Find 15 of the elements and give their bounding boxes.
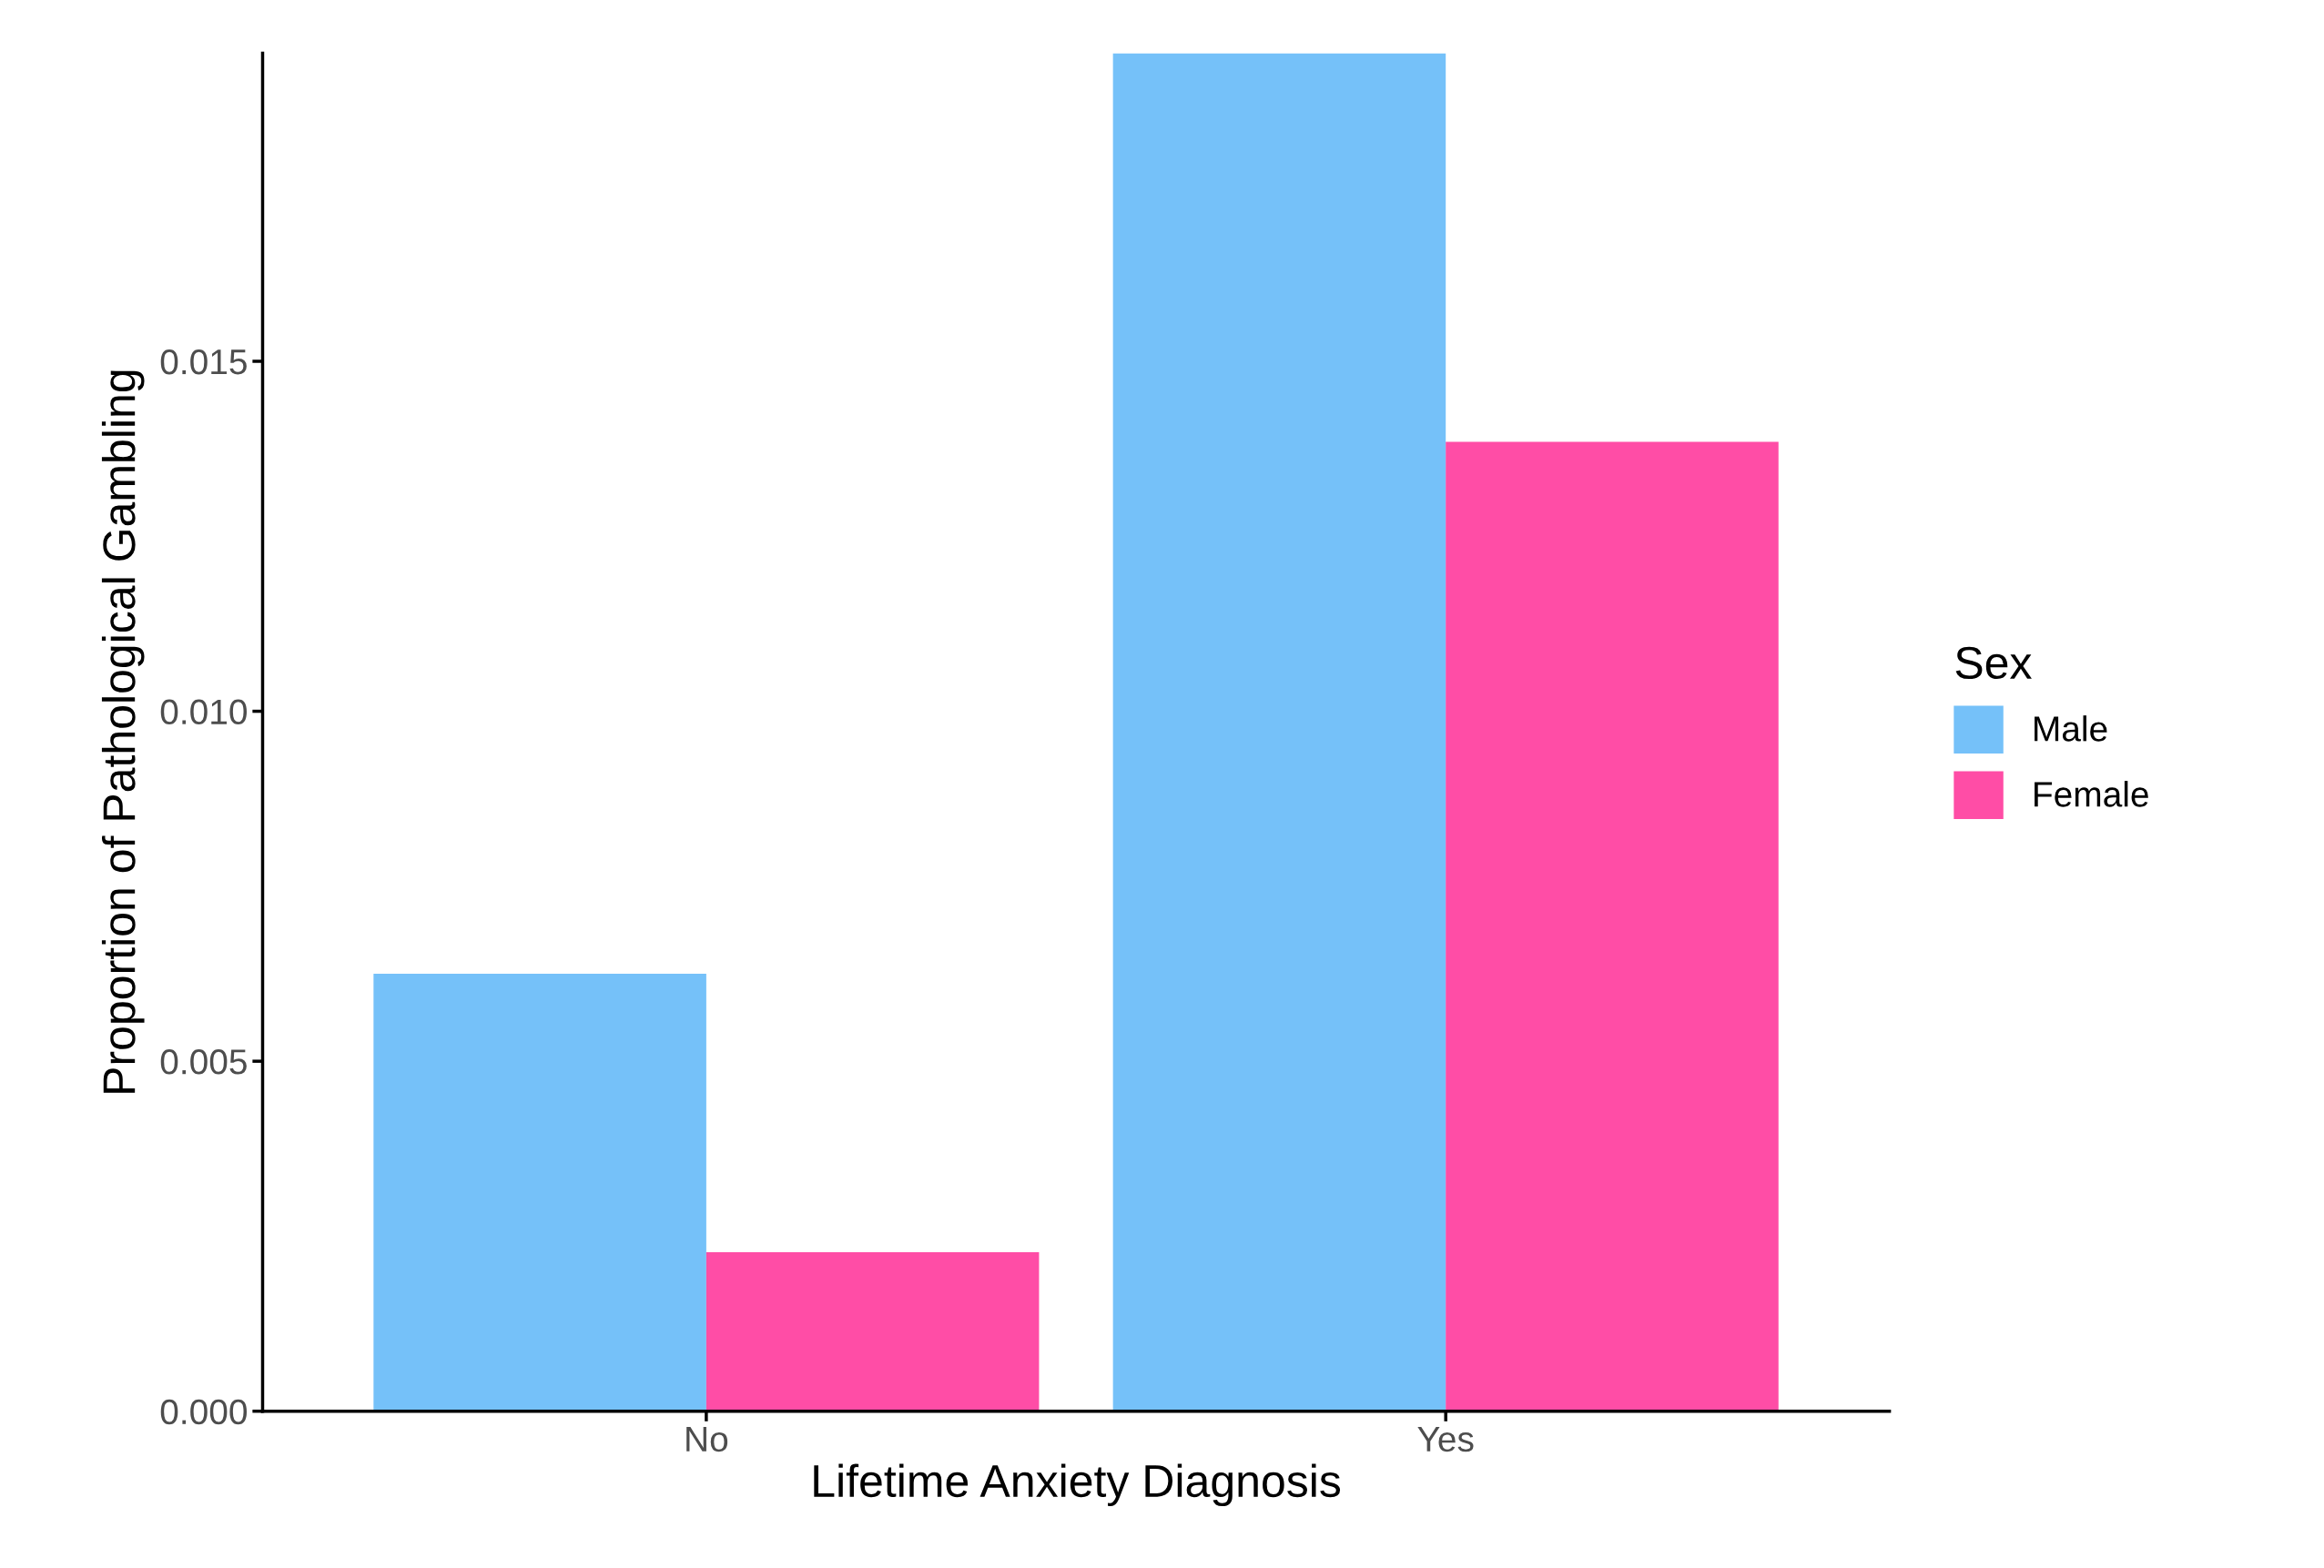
legend-label: Male	[2035, 715, 2107, 742]
x-tick-label: No	[686, 1427, 728, 1452]
bar	[373, 973, 706, 1411]
y-tick-label: 0.000	[160, 1399, 248, 1425]
bar	[1446, 441, 1779, 1411]
y-tick-label: 0.010	[160, 699, 248, 725]
bar	[1112, 53, 1446, 1411]
legend-label: Female	[2035, 781, 2148, 807]
x-tick-label: Yes	[1417, 1427, 1474, 1452]
y-axis-title: Proportion of Pathological Gambling	[101, 370, 145, 1093]
y-tick-label: 0.015	[160, 349, 247, 375]
y-tick-label: 0.005	[160, 1049, 247, 1075]
bar	[705, 1252, 1040, 1411]
x-axis-title: Lifetime Anxiety Diagnosis	[814, 1463, 1341, 1507]
legend-title: Sex	[1955, 646, 2032, 680]
